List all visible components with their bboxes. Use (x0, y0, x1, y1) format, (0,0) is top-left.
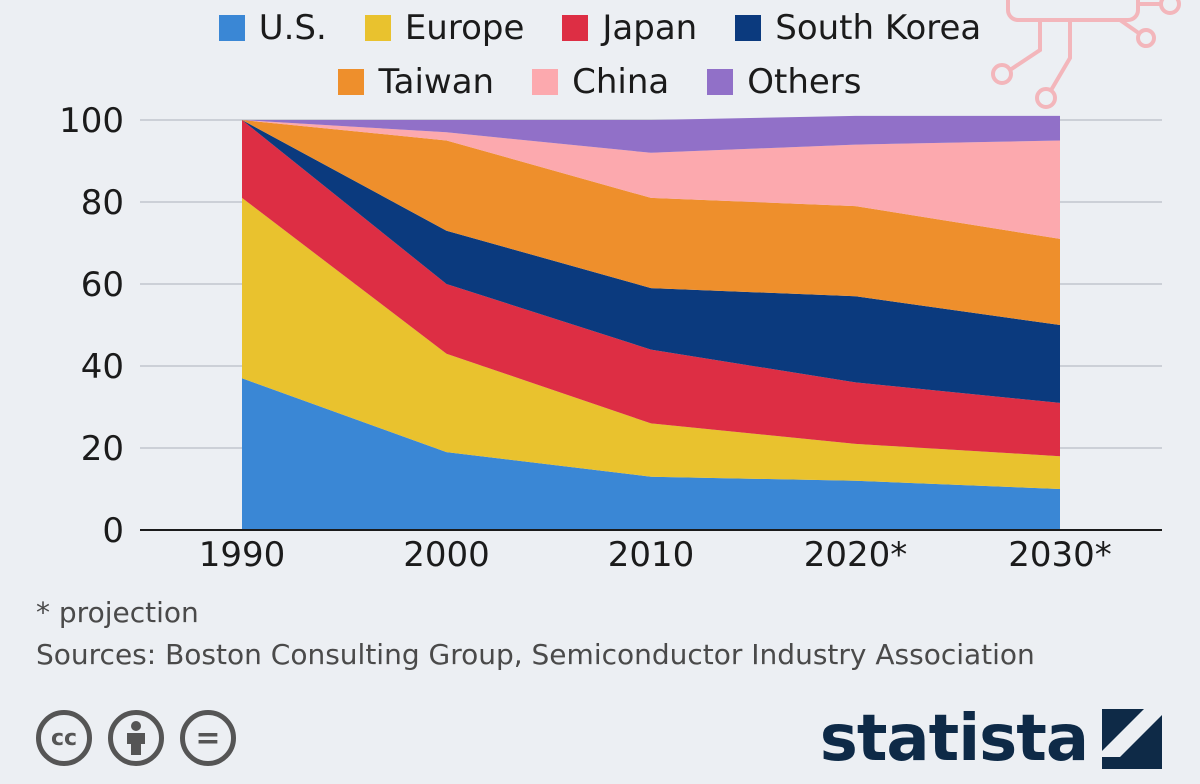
area-south-korea (242, 120, 1060, 403)
y-tick-label: 20 (81, 429, 124, 469)
brand-name: statista (819, 702, 1089, 776)
y-tick-label: 80 (81, 183, 124, 223)
legend-swatch-europe (364, 15, 391, 41)
y-tick-label: 40 (81, 347, 124, 387)
x-tick-label: 2010 (608, 535, 695, 575)
legend-item-us: U.S. (218, 8, 327, 48)
person-icon (127, 721, 145, 755)
area-japan (242, 120, 1060, 457)
nd-icon-label: = (195, 720, 221, 756)
legend-label-europe: Europe (404, 8, 525, 48)
stacked-area-chart: 0 20 40 60 80 100 1990 2000 2010 2020* 2030* (59, 101, 1162, 575)
legend-item-south-korea: South Korea (735, 8, 981, 48)
statista-mark-icon (1102, 709, 1162, 769)
legend-item-japan: Japan (562, 8, 697, 48)
by-icon[interactable] (108, 710, 164, 766)
legend-label-china: China (572, 62, 670, 102)
x-tick-label: 2030* (1008, 535, 1112, 575)
y-tick-label: 60 (81, 265, 124, 305)
statista-logo[interactable]: statista (820, 702, 1162, 776)
area-others (242, 115, 1060, 153)
legend-item-taiwan: Taiwan (338, 62, 494, 102)
legend-label-us: U.S. (258, 8, 327, 48)
area-china (242, 120, 1060, 239)
circuit-decoration-icon (991, 0, 1181, 109)
nd-icon[interactable]: = (180, 710, 236, 766)
legend-swatch-us (218, 15, 245, 41)
area-u-s (242, 378, 1060, 530)
legend-label-taiwan: Taiwan (378, 62, 495, 102)
area-taiwan (242, 120, 1060, 325)
legend-label-others: Others (747, 62, 862, 102)
legend-swatch-others (707, 69, 734, 95)
legend-item-china: China (532, 62, 669, 102)
legend-item-europe: Europe (364, 8, 525, 48)
legend-swatch-taiwan (338, 69, 365, 95)
y-tick-label: 0 (102, 511, 124, 551)
area-europe (242, 197, 1060, 489)
cc-icon-label: cc (50, 725, 78, 751)
x-tick-label: 2020* (804, 535, 908, 575)
legend-row-1: U.S. Europe Japan South Korea (0, 8, 1200, 48)
legend-label-japan: Japan (602, 8, 698, 48)
legend-swatch-south-korea (735, 15, 762, 41)
legend-swatch-china (532, 69, 559, 95)
x-tick-label: 1990 (199, 535, 286, 575)
legend-row-2: Taiwan China Others (0, 62, 1200, 102)
legend-label-south-korea: South Korea (775, 8, 982, 48)
legend-swatch-japan (562, 15, 589, 41)
x-tick-label: 2000 (403, 535, 490, 575)
footnote: * projection (36, 596, 199, 629)
y-tick-label: 100 (59, 101, 124, 141)
cc-icon[interactable]: cc (36, 710, 92, 766)
legend-item-others: Others (707, 62, 862, 102)
source-note: Sources: Boston Consulting Group, Semico… (36, 638, 1035, 671)
